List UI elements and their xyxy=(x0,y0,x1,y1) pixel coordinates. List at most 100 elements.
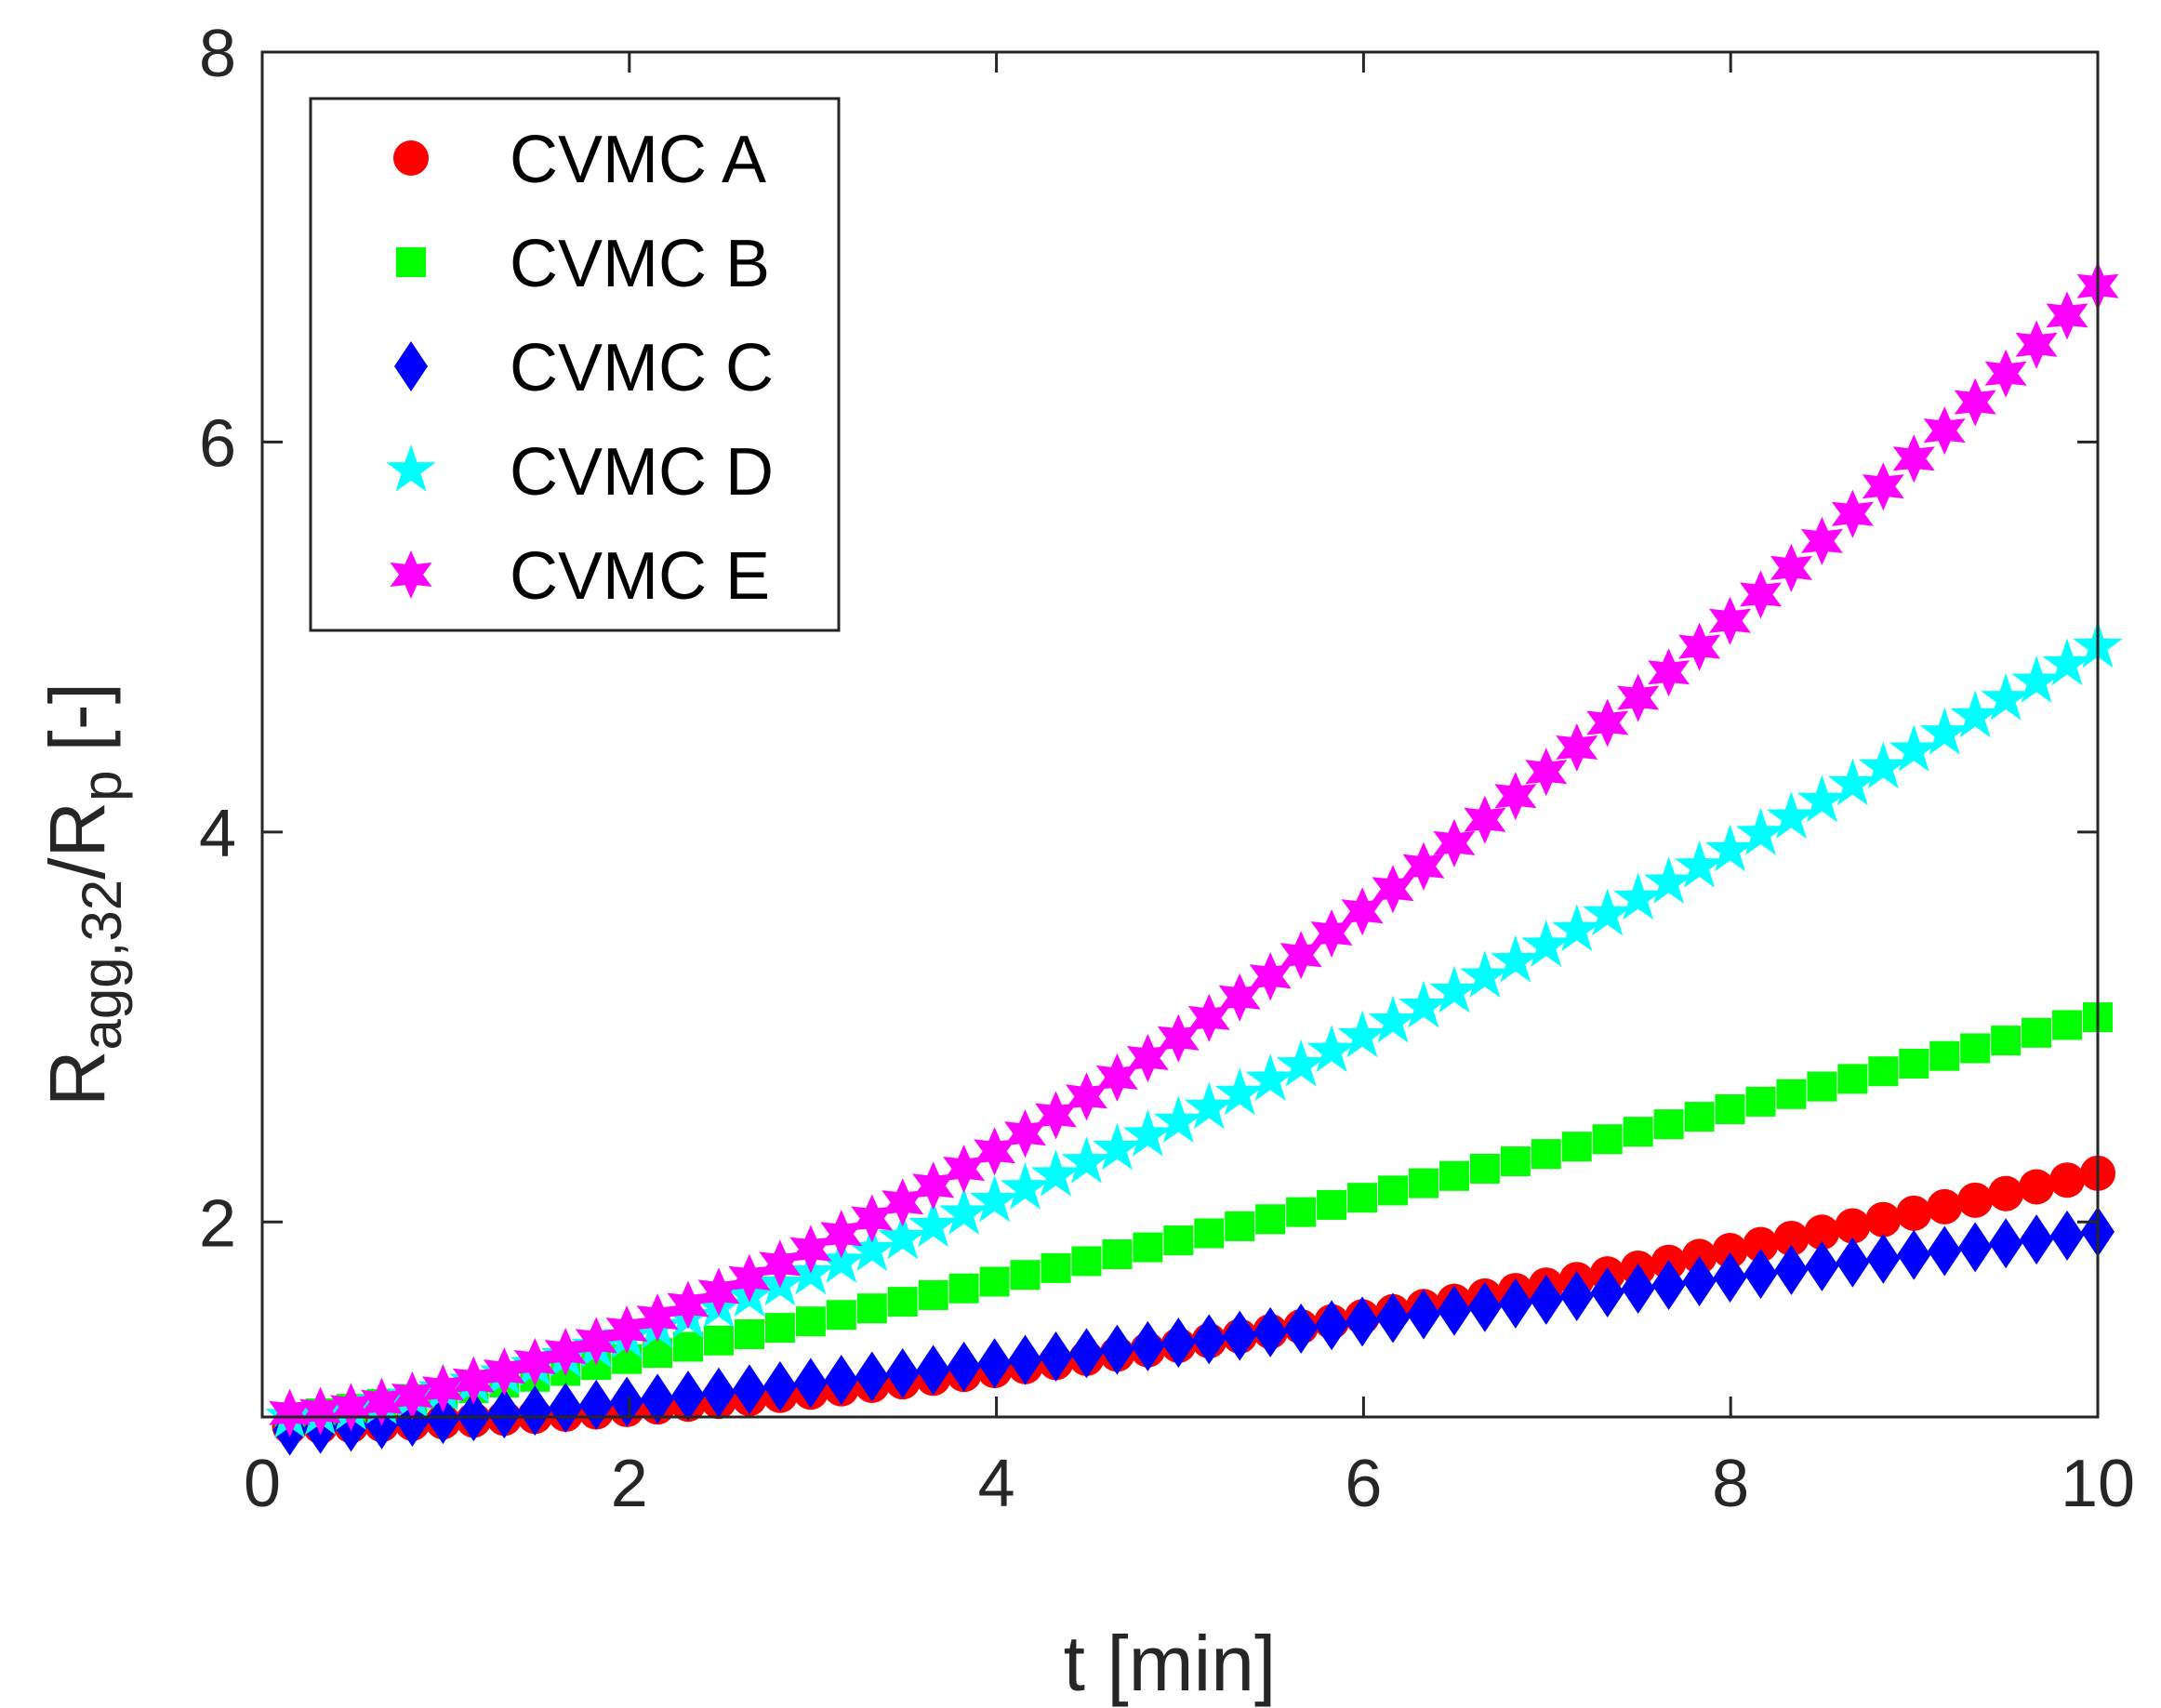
data-point xyxy=(487,1388,522,1439)
data-point xyxy=(1713,1251,1747,1303)
data-point xyxy=(1214,1067,1265,1116)
data-point xyxy=(1929,1040,1960,1071)
data-point xyxy=(1776,1079,1807,1109)
legend-item-cvmc-a: CVMC A xyxy=(393,123,766,197)
data-point xyxy=(1807,1071,1837,1102)
data-point xyxy=(1613,872,1664,920)
data-point xyxy=(1100,1324,1134,1375)
data-point xyxy=(1039,1331,1073,1382)
data-point xyxy=(1989,1218,2023,1269)
data-point xyxy=(2049,1162,2086,1198)
data-point xyxy=(1157,1013,1200,1063)
data-point xyxy=(1286,1197,1317,1227)
data-point xyxy=(1862,462,1904,511)
data-point xyxy=(855,1351,889,1402)
data-point xyxy=(1592,1124,1623,1155)
data-point xyxy=(1712,1233,1748,1269)
legend-label-cvmc-e: CVMC E xyxy=(510,539,770,614)
data-point xyxy=(1372,865,1414,914)
data-point xyxy=(885,1348,920,1399)
data-point xyxy=(1346,1296,1380,1347)
data-point xyxy=(1467,1281,1502,1332)
legend-marker-diamond xyxy=(394,341,428,391)
legend-marker-circle xyxy=(393,140,429,176)
data-point xyxy=(916,1344,950,1396)
data-point xyxy=(544,1328,587,1377)
data-point xyxy=(1376,1292,1411,1344)
legend-marker-star xyxy=(386,444,436,492)
data-point xyxy=(1836,1237,1870,1288)
data-point xyxy=(882,1178,924,1227)
data-point xyxy=(361,1377,403,1426)
data-point xyxy=(518,1385,552,1437)
data-point xyxy=(1030,1149,1081,1197)
data-point xyxy=(1284,1304,1319,1355)
data-point xyxy=(1892,434,1935,483)
data-point xyxy=(1253,1306,1288,1357)
data-point xyxy=(1644,856,1694,904)
data-point xyxy=(1531,1139,1561,1170)
data-point xyxy=(1279,931,1322,980)
data-point xyxy=(1194,1218,1225,1249)
data-point xyxy=(1035,1091,1077,1140)
data-point xyxy=(1071,1246,1102,1277)
legend-marker-square xyxy=(396,247,426,277)
data-point xyxy=(1583,888,1633,936)
data-point xyxy=(789,1225,832,1274)
data-point xyxy=(269,1388,312,1437)
data-point xyxy=(1804,1214,1840,1251)
data-point xyxy=(1491,934,1541,983)
data-point xyxy=(826,1300,856,1331)
y-tick-label: 2 xyxy=(199,1186,236,1261)
data-point xyxy=(2046,291,2088,340)
data-point xyxy=(610,1376,644,1427)
data-point xyxy=(793,1357,828,1409)
data-point xyxy=(1858,741,1908,789)
data-point xyxy=(1406,1289,1440,1340)
data-point xyxy=(1433,818,1476,867)
data-point xyxy=(2050,1210,2085,1261)
data-point xyxy=(605,1305,648,1355)
data-point xyxy=(1774,1244,1809,1295)
data-point xyxy=(1796,775,1847,823)
legend-marker-shape xyxy=(393,140,429,176)
data-point xyxy=(1184,1081,1234,1130)
data-point xyxy=(1041,1252,1071,1283)
data-point xyxy=(1586,698,1629,748)
data-point xyxy=(1735,808,1786,855)
data-point xyxy=(1617,673,1660,722)
data-point xyxy=(1800,516,1843,565)
legend-marker-shape xyxy=(396,247,426,277)
data-point xyxy=(697,1267,740,1317)
data-point xyxy=(1682,1256,1717,1307)
data-point xyxy=(878,1211,928,1260)
data-point xyxy=(1163,1225,1194,1256)
data-point xyxy=(673,1331,704,1362)
data-point xyxy=(1981,673,2031,721)
data-point xyxy=(1008,1334,1042,1385)
data-point xyxy=(1245,1053,1295,1101)
data-point xyxy=(1061,1136,1112,1184)
data-point xyxy=(759,1239,802,1289)
data-point xyxy=(1837,1064,1868,1094)
data-point xyxy=(1429,965,1479,1013)
data-point xyxy=(671,1370,706,1422)
data-point xyxy=(1684,1102,1715,1132)
data-point xyxy=(513,1338,556,1386)
data-point xyxy=(1740,570,1782,619)
legend-item-cvmc-c: CVMC C xyxy=(394,331,774,405)
legend-label-cvmc-b: CVMC B xyxy=(510,227,770,301)
data-point xyxy=(970,1174,1020,1223)
data-point xyxy=(421,1364,464,1413)
data-point xyxy=(1000,1162,1051,1210)
data-point xyxy=(549,1383,583,1434)
data-point xyxy=(939,1187,989,1235)
data-point xyxy=(483,1347,525,1397)
data-point xyxy=(1126,1034,1169,1082)
data-point xyxy=(1500,1146,1531,1177)
y-axis-label-sub2: p xyxy=(71,771,133,801)
data-point xyxy=(1368,995,1418,1043)
data-point xyxy=(2020,1214,2054,1265)
data-point xyxy=(1896,1195,1932,1231)
data-point xyxy=(1866,1233,1901,1284)
